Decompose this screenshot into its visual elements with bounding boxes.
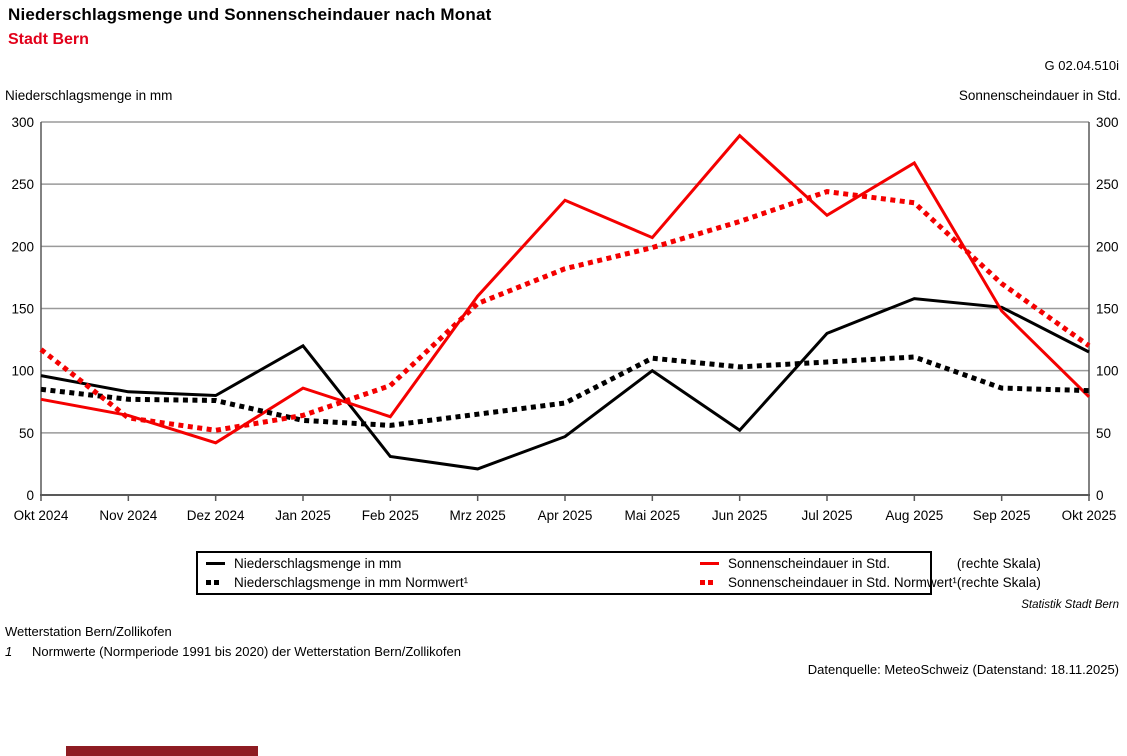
x-tick-label: Nov 2024 (99, 508, 157, 523)
x-tick-label: Jun 2025 (712, 508, 768, 523)
y-tick-label-right: 300 (1096, 115, 1119, 130)
legend-item-sonnenschein: Sonnenscheindauer in Std. (700, 556, 957, 571)
red-solid-line-icon (700, 562, 719, 565)
x-tick-label: Sep 2025 (973, 508, 1031, 523)
legend-item-sonnenschein-normwert: Sonnenscheindauer in Std. Normwert¹ (700, 575, 957, 590)
statistik-credit: Statistik Stadt Bern (1021, 599, 1119, 611)
y-tick-label-right: 250 (1096, 177, 1119, 192)
graphic-id: G 02.04.510i (1044, 58, 1119, 73)
page-subtitle: Stadt Bern (8, 31, 89, 48)
stadt-bern-brand-bar (66, 746, 258, 756)
legend-label: Sonnenscheindauer in Std. Normwert¹ (728, 575, 957, 590)
footnote: 1 Normwerte (Normperiode 1991 bis 2020) d… (5, 644, 461, 659)
x-tick-label: Okt 2025 (1062, 508, 1117, 523)
x-tick-label: Feb 2025 (362, 508, 419, 523)
x-tick-label: Apr 2025 (538, 508, 593, 523)
y-tick-label-right: 100 (1096, 364, 1119, 379)
legend-item-niederschlag-normwert: Niederschlagsmenge in mm Normwert¹ (206, 575, 700, 590)
series-line-sonnenschein (40, 133, 1091, 445)
legend-scale-note: (rechte Skala) (956, 556, 1041, 571)
y-tick-label-left: 100 (11, 364, 34, 379)
legend-label: Niederschlagsmenge in mm Normwert¹ (234, 575, 469, 590)
y-tick-label-left: 50 (19, 426, 34, 441)
series-line-niederschlag (40, 297, 1090, 471)
red-dotted-line-icon (700, 580, 719, 585)
y-tick-label-right: 0 (1096, 488, 1104, 503)
chart-legend: Niederschlagsmenge in mm Sonnenscheindau… (196, 551, 1041, 595)
x-tick-label: Aug 2025 (885, 508, 943, 523)
y-tick-label-right: 50 (1096, 426, 1111, 441)
datasource-note: Datenquelle: MeteoSchweiz (Datenstand: 1… (807, 662, 1119, 677)
black-dotted-line-icon (206, 580, 225, 585)
x-tick-label: Jan 2025 (275, 508, 331, 523)
black-solid-line-icon (206, 562, 225, 565)
footnote-text: Normwerte (Normperiode 1991 bis 2020) de… (32, 644, 461, 659)
legend-label: Sonnenscheindauer in Std. (728, 556, 891, 571)
x-tick-label: Jul 2025 (801, 508, 852, 523)
y-tick-label-left: 300 (11, 115, 34, 130)
x-tick-label: Mrz 2025 (450, 508, 506, 523)
right-axis-title: Sonnenscheindauer in Std. (958, 88, 1121, 103)
legend-scale-note: (rechte Skala) (956, 575, 1041, 590)
weather-station-note: Wetterstation Bern/Zollikofen (5, 624, 172, 639)
legend-label: Niederschlagsmenge in mm (234, 556, 402, 571)
y-tick-label-left: 250 (11, 177, 34, 192)
series-line-normwert-sonnenschein (39, 189, 1091, 433)
y-tick-label-right: 200 (1096, 239, 1119, 254)
y-tick-label-right: 150 (1096, 302, 1119, 317)
x-tick-label: Mai 2025 (625, 508, 681, 523)
x-tick-label: Dez 2024 (187, 508, 245, 523)
series-line-normwert-niederschlag (40, 354, 1090, 428)
y-tick-label-left: 200 (11, 239, 34, 254)
page-title: Niederschlagsmenge und Sonnenscheindauer… (8, 5, 492, 24)
legend-item-niederschlag: Niederschlagsmenge in mm (206, 556, 700, 571)
footnote-marker: 1 (5, 644, 13, 659)
y-tick-label-left: 150 (11, 302, 34, 317)
line-chart: 0 0 50 50 100 100 150 150 200 200 250 250 300 300 Okt … (11, 115, 1119, 523)
x-tick-label: Okt 2024 (14, 508, 69, 523)
y-tick-label-left: 0 (26, 488, 34, 503)
left-axis-title: Niederschlagsmenge in mm (5, 88, 173, 103)
